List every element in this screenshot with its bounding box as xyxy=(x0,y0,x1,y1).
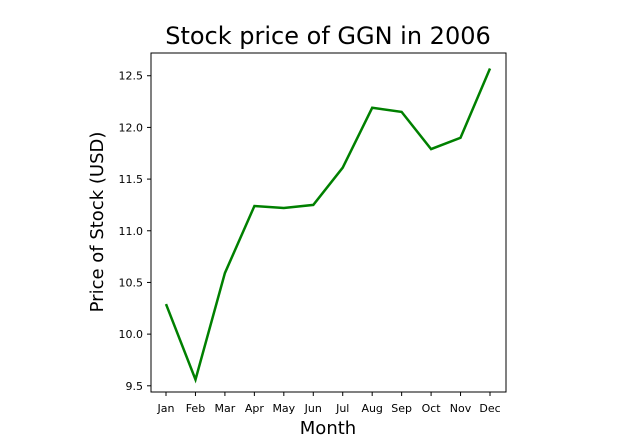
y-tick-label: 9.5 xyxy=(126,380,144,393)
x-tick-label: Dec xyxy=(479,402,500,415)
x-tick-label: Mar xyxy=(215,402,236,415)
y-tick-label: 10.0 xyxy=(119,328,144,341)
series-line xyxy=(164,68,492,384)
x-tick-label: Nov xyxy=(450,402,472,415)
y-axis-label: Price of Stock (USD) xyxy=(87,132,108,313)
x-axis-ticks: Jan Feb Mar Apr May Jun Jul Aug Sep Oct Nov Dec xyxy=(157,392,501,415)
y-tick-label: 12.5 xyxy=(119,70,144,83)
x-tick-label: Jan xyxy=(157,402,175,415)
x-tick-label: Aug xyxy=(361,402,382,415)
x-axis-label: Month xyxy=(300,418,356,439)
y-tick-label: 11.0 xyxy=(119,225,144,238)
x-tick-label: Jun xyxy=(304,402,322,415)
x-tick-label: Apr xyxy=(245,402,265,415)
y-tick-label: 10.5 xyxy=(119,276,144,289)
series-layer xyxy=(164,68,492,384)
x-tick-label: Feb xyxy=(186,402,205,415)
x-tick-label: Oct xyxy=(422,402,442,415)
x-tick-label: May xyxy=(272,402,295,415)
chart-title: Stock price of GGN in 2006 xyxy=(165,22,491,50)
plot-area-frame xyxy=(150,52,507,393)
x-tick-label: Sep xyxy=(391,402,412,415)
y-axis-ticks: 9.5 10.0 10.5 11.0 11.5 12.0 12.5 xyxy=(119,70,151,393)
x-tick-label: Jul xyxy=(335,402,349,415)
y-tick-label: 11.5 xyxy=(119,173,144,186)
y-tick-label: 12.0 xyxy=(119,121,144,134)
